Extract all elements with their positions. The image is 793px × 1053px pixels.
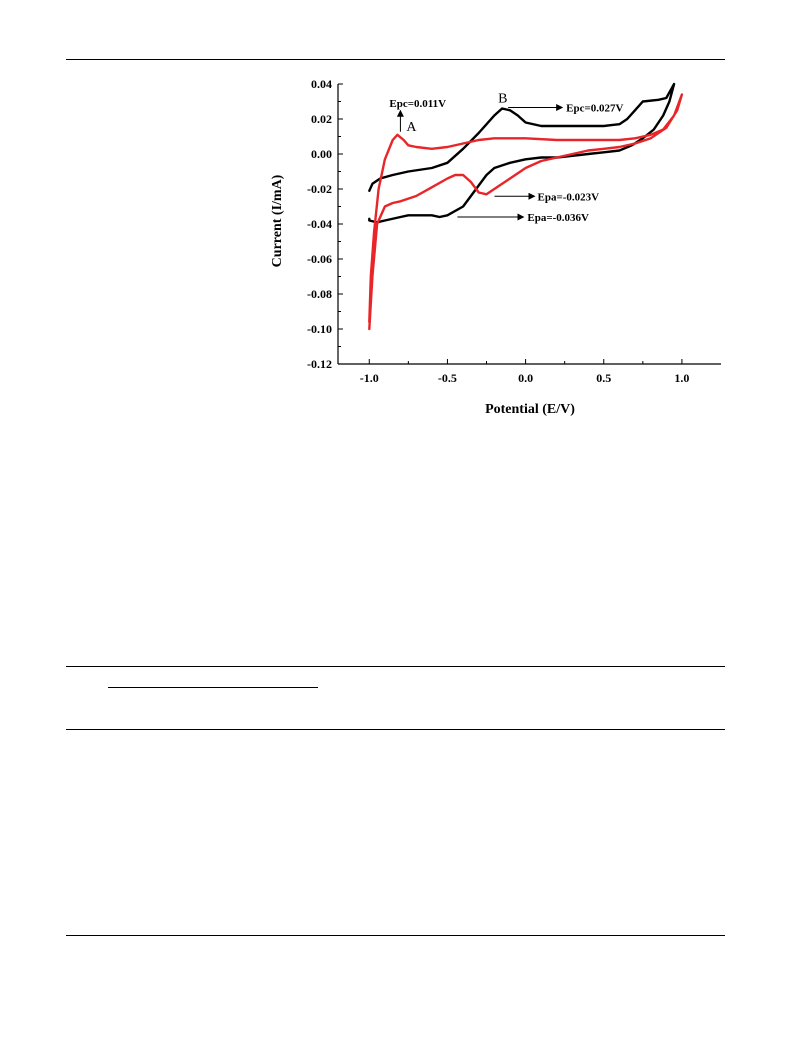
epa-black-label: Epa=-0.036V: [527, 212, 589, 224]
x-axis-title: Potential (E/V): [485, 402, 575, 417]
cyclic-voltammogram-chart: 0.04 0.02 0.00 -0.02 -0.04 -0.06 -0.08 -0.10 -0.…: [270, 77, 721, 417]
epa-red-label: Epa=-0.023V: [538, 191, 600, 203]
y-tick-label: -0.10: [307, 322, 332, 336]
y-tick-label: -0.02: [307, 182, 332, 196]
y-axis-title: Current (I/mA): [270, 174, 285, 267]
x-tick-label: 0.5: [596, 371, 611, 385]
y-tick-label: -0.04: [307, 217, 332, 231]
y-tick-label: -0.08: [307, 287, 332, 301]
series-line-red: [368, 93, 684, 331]
epc-b-label: Epc=0.027V: [566, 103, 623, 115]
chart-annotations: Epc=0.011V A B Epc=0.027V Epa=-0.023V Epa=-0.…: [389, 92, 623, 225]
footnote-rule: [108, 687, 318, 688]
peak-a-letter: A: [406, 120, 417, 135]
epc-a-label: Epc=0.011V: [389, 98, 446, 110]
series-line-black: [368, 82, 676, 224]
chart-axes: 0.04 0.02 0.00 -0.02 -0.04 -0.06 -0.08 -0.10 -0.…: [307, 77, 721, 385]
x-tick-label: 1.0: [674, 371, 689, 385]
section-rule-3: [66, 935, 725, 936]
section-rule-1: [66, 666, 725, 667]
y-tick-label: -0.12: [307, 357, 332, 371]
x-tick-label: -1.0: [360, 371, 379, 385]
y-tick-label: 0.00: [311, 147, 332, 161]
header-rule: [66, 59, 725, 60]
y-tick-label: -0.06: [307, 252, 332, 266]
x-tick-label: -0.5: [438, 371, 457, 385]
y-tick-label: 0.02: [311, 112, 332, 126]
x-tick-label: 0.0: [518, 371, 533, 385]
peak-b-letter: B: [498, 92, 507, 107]
chart-plot-area: [368, 82, 684, 331]
section-rule-2: [66, 729, 725, 730]
y-tick-label: 0.04: [311, 77, 332, 91]
